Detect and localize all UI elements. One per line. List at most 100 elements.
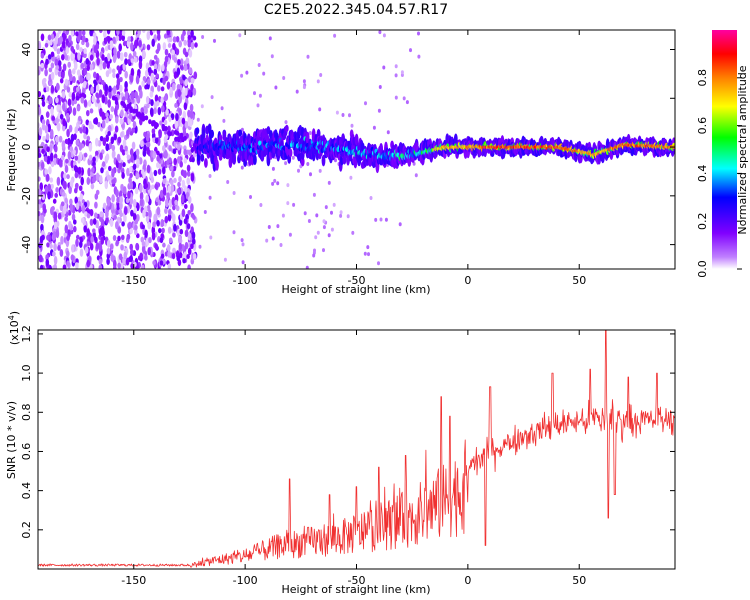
heatmap-cell-1472 (188, 119, 193, 128)
snr-scale-note-open: (x10 (8, 320, 21, 345)
heatmap-cell-1758 (378, 30, 382, 35)
heatmap-cell-1509 (161, 227, 165, 234)
heatmap-cell-1864 (196, 117, 200, 122)
heatmap-cell-1163 (39, 264, 44, 269)
heatmap-cell-1430 (179, 58, 184, 66)
heatmap-cell-1856 (282, 76, 286, 80)
heatmap-cell-1274 (76, 105, 81, 112)
heatmap-cell-624 (94, 212, 98, 219)
heatmap-cell-1544 (127, 190, 131, 199)
heatmap-cell-1389 (64, 78, 69, 87)
heatmap-cell-1159 (87, 167, 91, 177)
heatmap-cell-1528 (52, 230, 57, 241)
heatmap-cell-1153 (73, 99, 78, 105)
heatmap-cell-374 (136, 173, 140, 179)
heatmap-cell-1388 (140, 139, 144, 148)
heatmap-cell-1776 (382, 65, 386, 70)
heatmap-cell-842 (112, 36, 116, 44)
heatmap-cell-975 (145, 216, 150, 223)
heatmap-cell-487 (138, 157, 143, 165)
heatmap-cell-966 (46, 234, 50, 241)
heatmap-cell-1317 (91, 95, 96, 103)
heatmap-cell-1622 (42, 135, 46, 142)
heatmap-cell-1065 (99, 175, 103, 184)
heatmap-cell-1657 (100, 226, 105, 234)
spectrogram-x-tick-label-1: -100 (233, 274, 258, 287)
heatmap-cell-612 (159, 189, 164, 199)
heatmap-cell-1092 (65, 158, 69, 164)
heatmap-cell-959 (89, 218, 94, 226)
heatmap-cell-921 (156, 219, 160, 227)
heatmap-cell-1600 (124, 70, 128, 79)
heatmap-cell-1376 (73, 225, 77, 233)
heatmap-cell-1219 (118, 43, 122, 52)
heatmap-cell-1440 (165, 198, 169, 208)
heatmap-cell-1435 (183, 64, 188, 72)
heatmap-cell-1460 (188, 67, 193, 75)
heatmap-cell-437 (152, 260, 156, 266)
heatmap-cell-193 (153, 54, 158, 60)
heatmap-cell-868 (95, 172, 100, 182)
heatmap-cell-1085 (151, 60, 155, 66)
heatmap-cell-1125 (143, 144, 147, 152)
heatmap-cell-1183 (57, 30, 62, 35)
spectrogram-y-axis-label: Frequency (Hz) (5, 109, 18, 192)
heatmap-cell-2193 (288, 148, 293, 158)
heatmap-cell-112 (79, 248, 84, 257)
heatmap-cell-1596 (180, 33, 185, 42)
heatmap-cell-882 (99, 135, 104, 142)
heatmap-cell-985 (179, 63, 184, 70)
heatmap-cell-580 (79, 240, 83, 248)
heatmap-cell-1415 (38, 188, 42, 196)
heatmap-cell-498 (157, 168, 162, 175)
heatmap-cell-1668 (101, 54, 105, 61)
heatmap-cell-838 (79, 47, 83, 53)
heatmap-cell-1669 (161, 105, 165, 113)
heatmap-cell-1064 (66, 174, 70, 180)
heatmap-cell-1523 (74, 126, 78, 134)
colorbar-tick-label-4: 0.8 (696, 69, 709, 87)
heatmap-cell-680 (103, 36, 108, 45)
heatmap-cell-1569 (75, 95, 80, 101)
heatmap-cell-1491 (134, 39, 138, 49)
heatmap-cell-1436 (164, 150, 168, 159)
heatmap-cell-914 (118, 32, 122, 42)
heatmap-cell-1478 (183, 157, 188, 164)
heatmap-cell-1450 (72, 76, 76, 84)
heatmap-cell-1728 (175, 130, 180, 136)
heatmap-cell-240 (45, 111, 50, 118)
heatmap-cell-1115 (164, 133, 169, 140)
heatmap-cell-790 (170, 184, 175, 193)
heatmap-cell-1879 (273, 178, 277, 183)
heatmap-cell-815 (74, 52, 79, 61)
heatmap-cell-1206 (39, 254, 43, 263)
heatmap-cell-1748 (394, 64, 398, 69)
heatmap-cell-1539 (99, 152, 103, 161)
heatmap-cell-1792 (238, 33, 242, 38)
heatmap-cell-1005 (100, 167, 104, 174)
heatmap-cell-1685 (146, 146, 150, 155)
heatmap-cell-1424 (166, 192, 170, 200)
heatmap-cell-1597 (128, 113, 133, 120)
snr-y-ticks: 0.2 0.4 0.6 0.8 1.0 1.2 (20, 325, 675, 539)
heatmap-cell-1401 (124, 206, 128, 216)
heatmap-cell-1457 (86, 259, 91, 268)
heatmap-cell-1667 (178, 175, 182, 183)
heatmap-cell-1068 (51, 115, 56, 121)
heatmap-cell-1217 (132, 163, 137, 171)
heatmap-cell-1512 (61, 71, 65, 79)
heatmap-cell-826 (44, 186, 49, 194)
heatmap-cell-1757 (332, 202, 336, 207)
heatmap-cell-1422 (167, 250, 171, 258)
heatmap-cell-1868 (253, 91, 256, 96)
heatmap-cell-1364 (55, 82, 60, 91)
heatmap-cell-1771 (241, 242, 245, 247)
spectrogram-y-tick-label-4: 40 (20, 43, 33, 57)
heatmap-cell-1617 (92, 156, 96, 163)
heatmap-cell-1490 (49, 40, 53, 46)
heatmap-cell-739 (130, 263, 134, 269)
heatmap-cell-1318 (176, 67, 181, 76)
heatmap-cell-478 (106, 30, 111, 35)
heatmap-cell-2303 (321, 154, 326, 167)
heatmap-cell-686 (123, 51, 128, 58)
